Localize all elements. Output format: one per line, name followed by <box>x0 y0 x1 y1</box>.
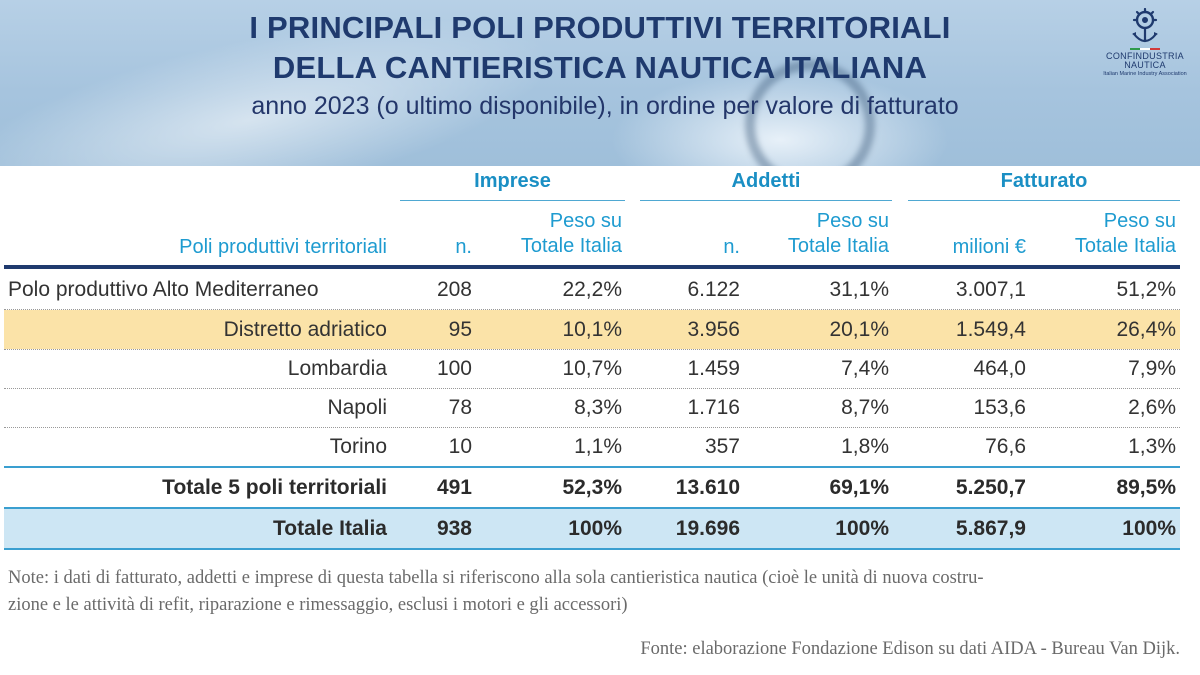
imprese-peso: 10,7% <box>562 357 622 380</box>
column-header-imprese-peso: Peso su Totale Italia <box>484 209 622 259</box>
italian-flag-stripe <box>1130 48 1160 50</box>
imprese-peso: 8,3% <box>574 396 622 419</box>
totals-divider <box>4 466 1180 468</box>
column-header-imprese-n: n. <box>455 236 472 258</box>
header-banner: I PRINCIPALI POLI PRODUTTIVI TERRITORIAL… <box>0 0 1200 166</box>
group-header-imprese: Imprese <box>474 170 551 192</box>
group-underline-fatturato <box>908 200 1180 201</box>
header-divider <box>4 265 1180 269</box>
note-line-1: Note: i dati di fatturato, addetti e imp… <box>8 568 984 588</box>
table-row-highlighted: Distretto adriatico 95 10,1% 3.956 20,1%… <box>4 310 1180 349</box>
table-row-total-poli: Totale 5 poli territoriali 491 52,3% 13.… <box>4 468 1180 507</box>
addetti-n: 19.696 <box>675 517 740 540</box>
addetti-n: 13.610 <box>675 476 740 499</box>
fatturato-valore: 76,6 <box>985 435 1026 458</box>
header-text: Peso su <box>816 210 889 232</box>
imprese-peso: 52,3% <box>562 476 622 499</box>
addetti-n: 6.122 <box>687 278 740 301</box>
addetti-peso: 31,1% <box>829 278 889 301</box>
addetti-peso: 20,1% <box>829 318 889 341</box>
row-divider <box>4 427 1180 428</box>
row-name: Totale Italia <box>273 517 387 540</box>
table-row: Napoli 78 8,3% 1.716 8,7% 153,6 2,6% <box>4 388 1180 427</box>
confindustria-nautica-logo: CONFINDUSTRIA NAUTICA Italian Marine Ind… <box>1098 8 1192 98</box>
column-header-poli: Poli produttivi territoriali <box>179 236 387 258</box>
table-row: Torino 10 1,1% 357 1,8% 76,6 1,3% <box>4 427 1180 466</box>
imprese-peso: 1,1% <box>574 435 622 458</box>
imprese-peso: 100% <box>568 517 622 540</box>
row-name: Torino <box>329 435 387 458</box>
table-row: Lombardia 100 10,7% 1.459 7,4% 464,0 7,9… <box>4 349 1180 388</box>
table-row: Polo produttivo Alto Mediterraneo 208 22… <box>4 270 1180 309</box>
header-text: Totale Italia <box>1074 235 1176 257</box>
row-name: Napoli <box>327 396 387 419</box>
addetti-n: 1.716 <box>687 396 740 419</box>
fatturato-peso: 100% <box>1122 517 1176 540</box>
row-name: Totale 5 poli territoriali <box>162 476 387 499</box>
addetti-peso: 7,4% <box>841 357 889 380</box>
anchor-helm-icon <box>1132 8 1158 43</box>
note-line-2: zione e le attività di refit, riparazion… <box>8 595 628 615</box>
column-header-addetti-peso: Peso su Totale Italia <box>754 209 889 259</box>
imprese-n: 938 <box>436 517 472 540</box>
fatturato-peso: 89,5% <box>1116 476 1176 499</box>
fatturato-valore: 5.250,7 <box>955 476 1026 499</box>
fatturato-valore: 5.867,9 <box>955 517 1026 540</box>
row-name: Polo produttivo Alto Mediterraneo <box>8 278 319 301</box>
imprese-n: 10 <box>448 435 472 458</box>
group-header-fatturato: Fatturato <box>1000 170 1088 192</box>
addetti-peso: 8,7% <box>841 396 889 419</box>
fatturato-peso: 51,2% <box>1116 278 1176 301</box>
fatturato-valore: 153,6 <box>973 396 1026 419</box>
column-header-addetti-n: n. <box>723 236 740 258</box>
column-header-fatturato-valore: milioni € <box>952 236 1026 258</box>
fatturato-peso: 26,4% <box>1116 318 1176 341</box>
logo-text-line2: NAUTICA <box>1124 60 1166 70</box>
row-divider <box>4 388 1180 389</box>
fatturato-valore: 464,0 <box>973 357 1026 380</box>
addetti-n: 357 <box>704 435 740 458</box>
subtitle: anno 2023 (o ultimo disponibile), in ord… <box>251 92 959 120</box>
imprese-peso: 22,2% <box>562 278 622 301</box>
addetti-peso: 69,1% <box>829 476 889 499</box>
fatturato-peso: 2,6% <box>1128 396 1176 419</box>
logo-text-line3: Italian Marine Industry Association <box>1103 71 1187 77</box>
row-divider <box>4 309 1180 310</box>
addetti-n: 1.459 <box>687 357 740 380</box>
addetti-peso: 100% <box>835 517 889 540</box>
imprese-n: 491 <box>436 476 472 499</box>
table-note: Note: i dati di fatturato, addetti e imp… <box>8 565 1194 619</box>
header-text: Totale Italia <box>520 235 622 257</box>
imprese-n: 95 <box>448 318 472 341</box>
source-credit: Fonte: elaborazione Fondazione Edison su… <box>640 639 1180 659</box>
imprese-n: 100 <box>436 357 472 380</box>
imprese-n: 208 <box>436 278 472 301</box>
group-header-addetti: Addetti <box>731 170 801 192</box>
row-name: Distretto adriatico <box>223 318 387 341</box>
table-row-total-italia: Totale Italia 938 100% 19.696 100% 5.867… <box>4 507 1180 550</box>
imprese-n: 78 <box>448 396 472 419</box>
row-divider <box>4 349 1180 350</box>
header-text: Peso su <box>549 210 622 232</box>
imprese-peso: 10,1% <box>562 318 622 341</box>
row-name: Lombardia <box>287 357 387 380</box>
logo-text-line1: CONFINDUSTRIA <box>1106 51 1184 61</box>
fatturato-valore: 3.007,1 <box>955 278 1026 301</box>
fatturato-peso: 7,9% <box>1128 357 1176 380</box>
title-line-1: I PRINCIPALI POLI PRODUTTIVI TERRITORIAL… <box>249 10 951 45</box>
addetti-n: 3.956 <box>687 318 740 341</box>
header-text: Totale Italia <box>787 235 889 257</box>
addetti-peso: 1,8% <box>841 435 889 458</box>
group-underline-addetti <box>640 200 892 201</box>
banner-background-shape <box>745 60 875 166</box>
group-underline-imprese <box>400 200 625 201</box>
column-header-fatturato-peso: Peso su Totale Italia <box>1040 209 1176 259</box>
title-line-2: DELLA CANTIERISTICA NAUTICA ITALIANA <box>272 50 928 85</box>
header-text: Peso su <box>1103 210 1176 232</box>
fatturato-peso: 1,3% <box>1128 435 1176 458</box>
fatturato-valore: 1.549,4 <box>955 318 1026 341</box>
